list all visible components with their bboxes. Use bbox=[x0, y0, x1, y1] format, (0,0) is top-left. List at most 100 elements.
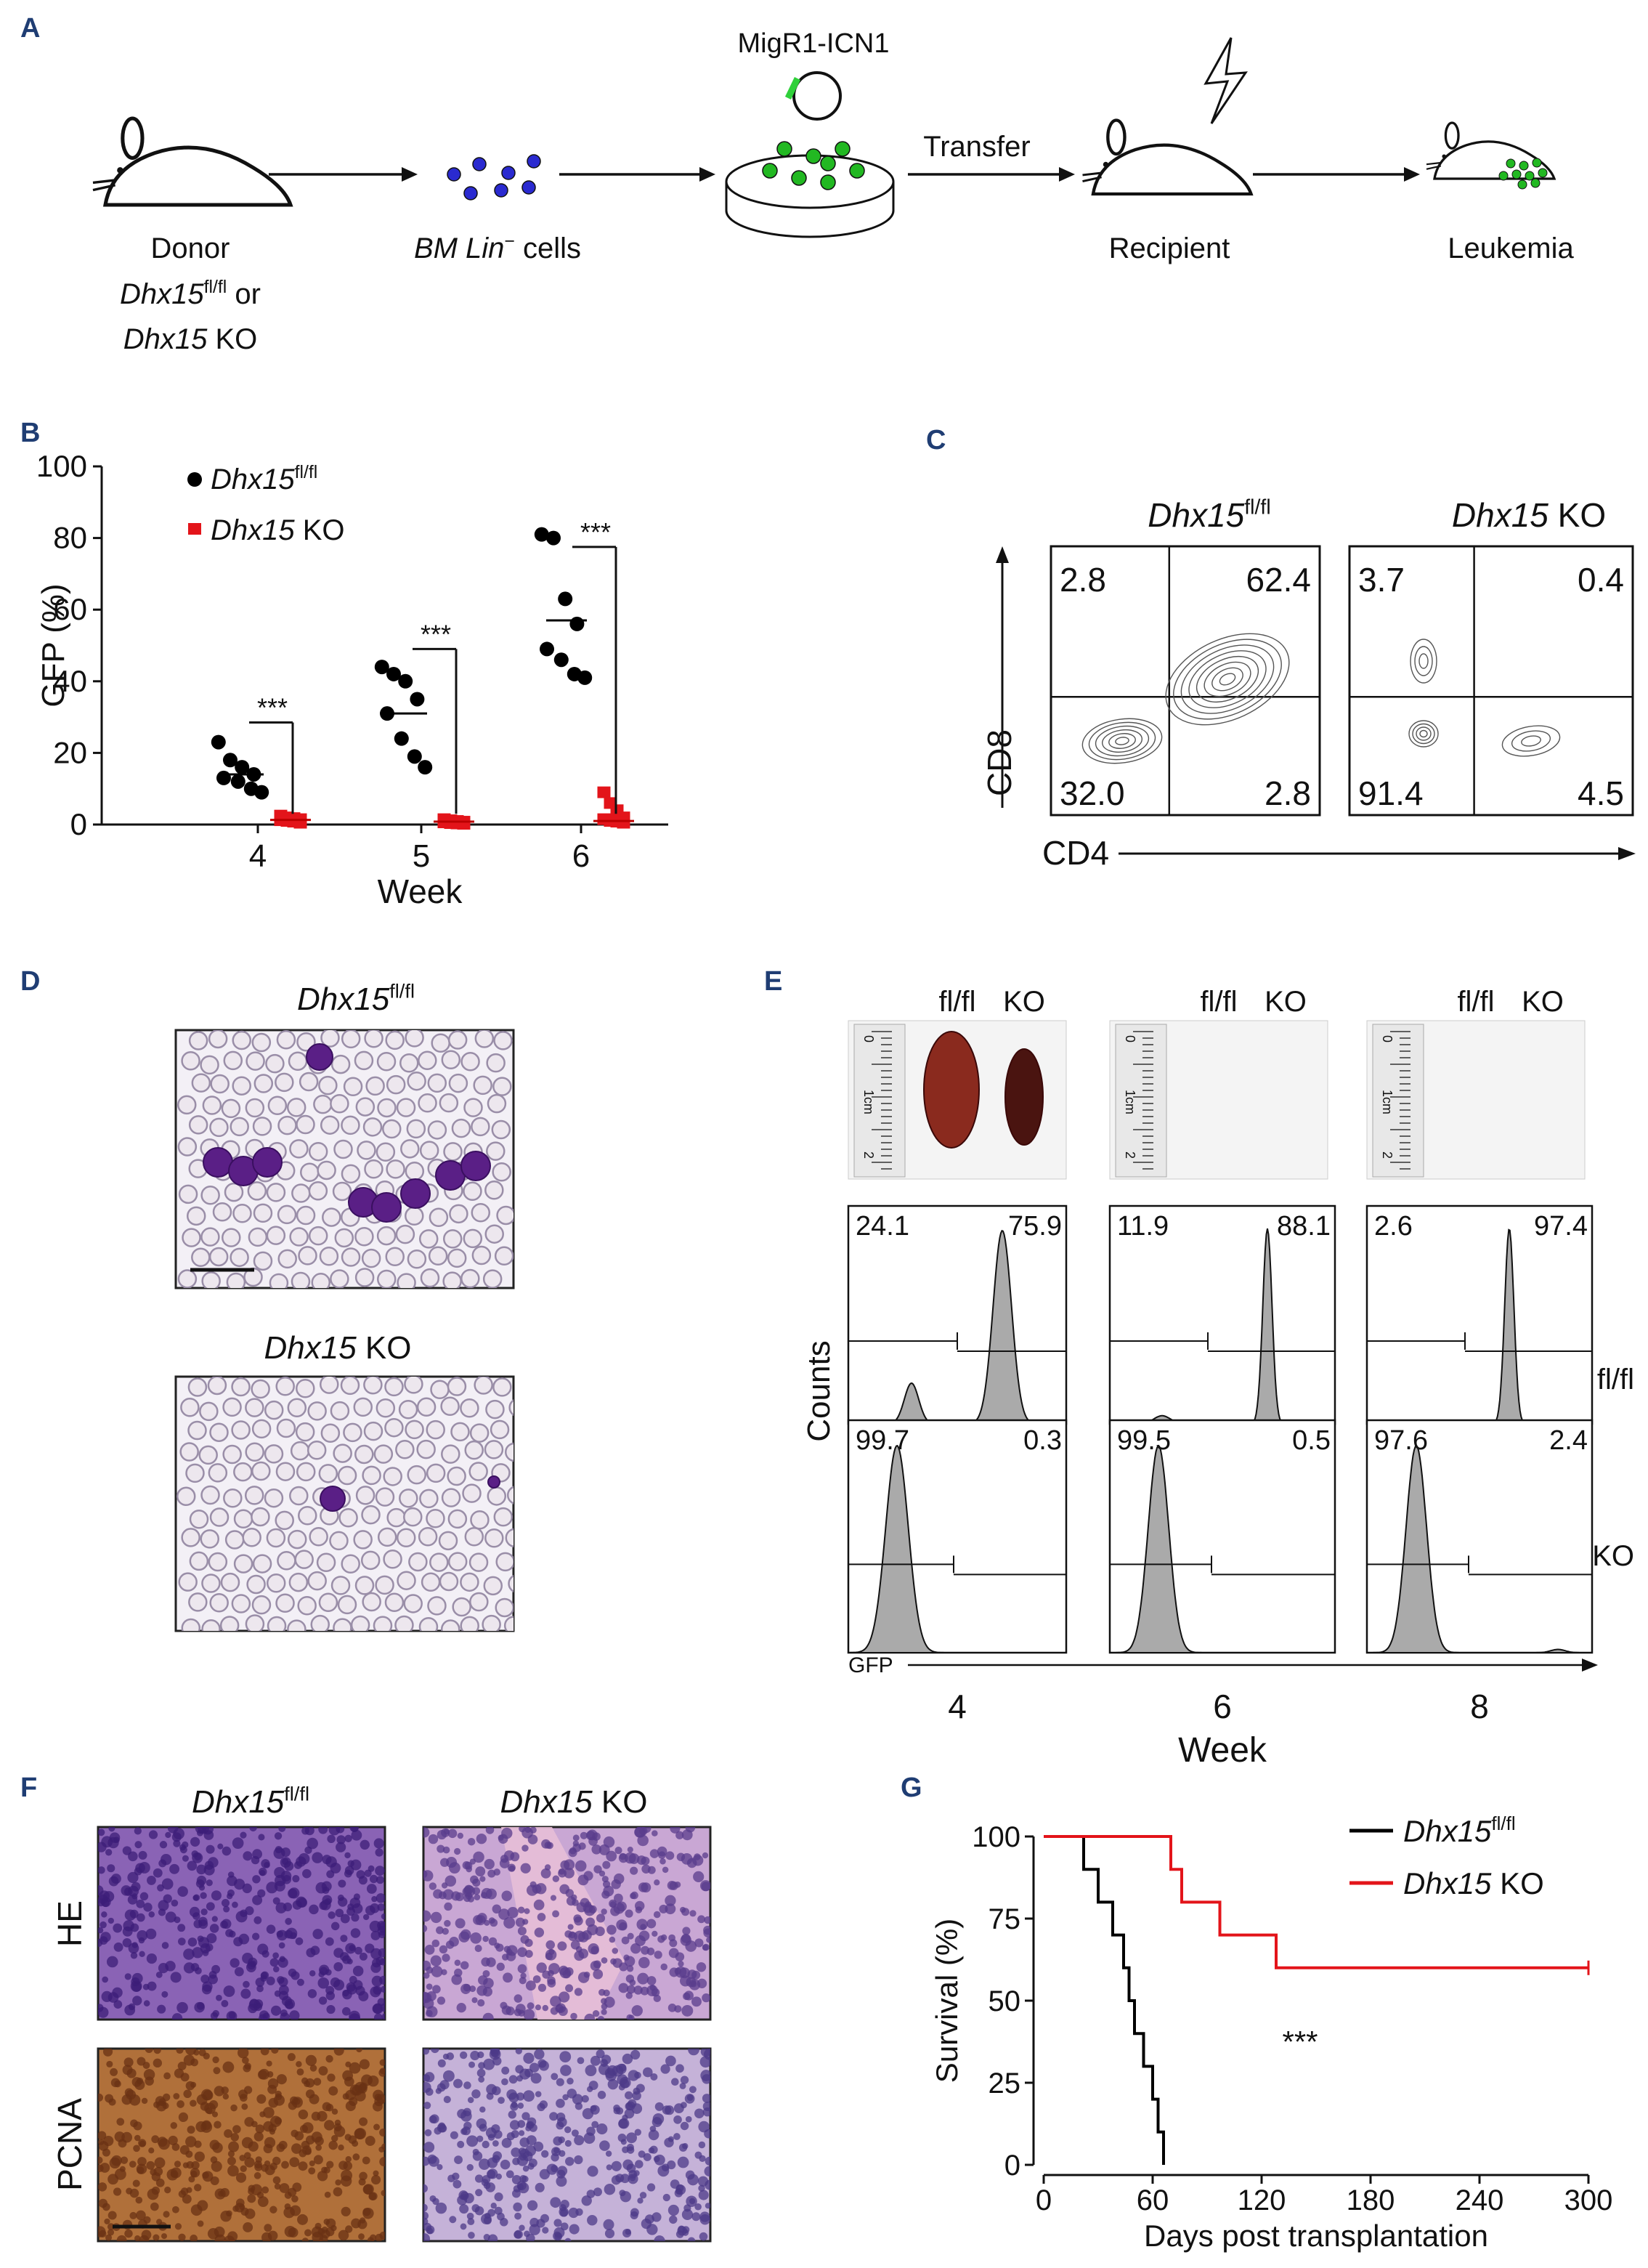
f-nucleus bbox=[107, 1836, 119, 1849]
f-nucleus bbox=[280, 1871, 292, 1882]
f-pcna-ko bbox=[422, 2047, 712, 2243]
d-rbc bbox=[291, 1271, 311, 1288]
d-rbc bbox=[463, 1228, 483, 1249]
f-nucleus bbox=[466, 2135, 479, 2147]
f-nucleus bbox=[362, 2184, 373, 2195]
f-nucleus bbox=[485, 1827, 495, 1834]
f-nucleus bbox=[688, 2049, 699, 2056]
f-nucleus bbox=[280, 2012, 290, 2020]
f-nucleus bbox=[521, 1844, 529, 1852]
f-nucleus bbox=[634, 2071, 641, 2079]
f-nucleus bbox=[460, 2110, 472, 2122]
f-nucleus bbox=[225, 1929, 234, 1937]
c-quad-lr: 2.8 bbox=[1265, 774, 1311, 812]
f-nucleus bbox=[350, 1859, 362, 1871]
f-nucleus bbox=[474, 1894, 481, 1900]
d-rbc bbox=[426, 1419, 445, 1440]
f-nucleus bbox=[257, 2196, 269, 2208]
f-nucleus bbox=[126, 2068, 137, 2078]
e-week-label: Week bbox=[1178, 1731, 1267, 1770]
f-nucleus bbox=[627, 1847, 633, 1853]
f-nucleus bbox=[472, 1878, 481, 1887]
d-rbc bbox=[320, 1115, 340, 1135]
d-rbc bbox=[275, 1510, 294, 1531]
f-nucleus bbox=[447, 1828, 458, 1839]
f-nucleus bbox=[604, 1996, 615, 2008]
f-nucleus bbox=[508, 2110, 516, 2119]
d-smear-ko bbox=[174, 1375, 515, 1632]
f-nucleus bbox=[105, 2234, 113, 2241]
f-nucleus bbox=[574, 1988, 583, 1996]
d-rbc bbox=[245, 1398, 264, 1417]
d-rbc bbox=[308, 1141, 328, 1162]
f-nucleus bbox=[488, 1917, 495, 1924]
f-nucleus bbox=[593, 1969, 604, 1980]
f-nucleus bbox=[155, 1971, 163, 1978]
f-nucleus bbox=[369, 1874, 378, 1884]
f-nucleus bbox=[362, 1913, 370, 1921]
f-nucleus bbox=[620, 2191, 632, 2203]
f-nucleus bbox=[617, 1901, 627, 1912]
f-nucleus bbox=[528, 2158, 537, 2168]
d-rbc bbox=[407, 1071, 426, 1091]
f-nucleus bbox=[553, 2227, 565, 2238]
f-nucleus bbox=[578, 1842, 586, 1850]
f-nucleus bbox=[475, 1915, 486, 1926]
f-nucleus bbox=[423, 2081, 431, 2093]
d-rbc bbox=[251, 1461, 271, 1481]
f-nucleus bbox=[309, 1970, 316, 1977]
f-nucleus bbox=[198, 1919, 208, 1929]
f-nucleus bbox=[682, 1992, 691, 2001]
f-nucleus bbox=[280, 1847, 291, 1858]
d-rbc bbox=[363, 1377, 383, 1395]
d-rbc bbox=[209, 1507, 230, 1527]
f-nucleus bbox=[631, 2103, 643, 2114]
f-nucleus bbox=[423, 2142, 435, 2153]
d-rbc bbox=[334, 1228, 354, 1248]
f-nucleus bbox=[351, 2218, 361, 2229]
f-nucleus bbox=[472, 1887, 481, 1895]
f-nucleus bbox=[109, 2157, 121, 2169]
d-blast-cell bbox=[400, 1178, 431, 1209]
d-rbc bbox=[442, 1229, 463, 1249]
d-rbc bbox=[508, 1399, 514, 1417]
lin-cell bbox=[501, 166, 516, 180]
d-rbc bbox=[460, 1268, 480, 1288]
f-nucleus bbox=[187, 1860, 198, 1871]
d-rbc bbox=[482, 1269, 503, 1288]
f-nucleus bbox=[457, 1832, 464, 1839]
d-blast-cell bbox=[435, 1160, 466, 1191]
d-rbc bbox=[376, 1051, 397, 1072]
f-nucleus bbox=[333, 1961, 344, 1972]
f-nucleus bbox=[681, 1829, 693, 1841]
f-nucleus bbox=[461, 2126, 471, 2136]
f-nucleus bbox=[540, 1868, 551, 1879]
d-rbc bbox=[309, 1526, 328, 1547]
f-nucleus bbox=[340, 1952, 349, 1961]
f-nucleus bbox=[253, 2160, 262, 2168]
f-nucleus bbox=[266, 2060, 272, 2067]
d-rbc bbox=[416, 1397, 437, 1417]
f-nucleus bbox=[652, 2212, 662, 2222]
b-point-flfl bbox=[230, 774, 245, 789]
b-point-flfl bbox=[394, 731, 409, 746]
f-nucleus bbox=[226, 2210, 232, 2217]
f-nucleus bbox=[551, 2165, 559, 2173]
f-nucleus bbox=[143, 1903, 153, 1912]
donor-label: Donor bbox=[151, 232, 230, 264]
f-nucleus bbox=[430, 1955, 442, 1967]
f-nucleus bbox=[630, 1891, 638, 1900]
f-nucleus bbox=[98, 2182, 107, 2192]
d-rbc bbox=[297, 1596, 317, 1616]
d-rbc bbox=[421, 1572, 441, 1592]
f-nucleus bbox=[601, 1908, 607, 1915]
f-nucleus bbox=[665, 1903, 676, 1915]
f-nucleus bbox=[689, 2086, 697, 2094]
f-nucleus bbox=[338, 1879, 346, 1888]
f-nucleus bbox=[280, 1857, 291, 1868]
d-rbc bbox=[276, 1030, 296, 1050]
f-nucleus bbox=[519, 2175, 527, 2183]
f-nucleus bbox=[506, 2170, 514, 2179]
f-nucleus bbox=[436, 1926, 444, 1935]
f-nucleus bbox=[649, 1849, 659, 1858]
